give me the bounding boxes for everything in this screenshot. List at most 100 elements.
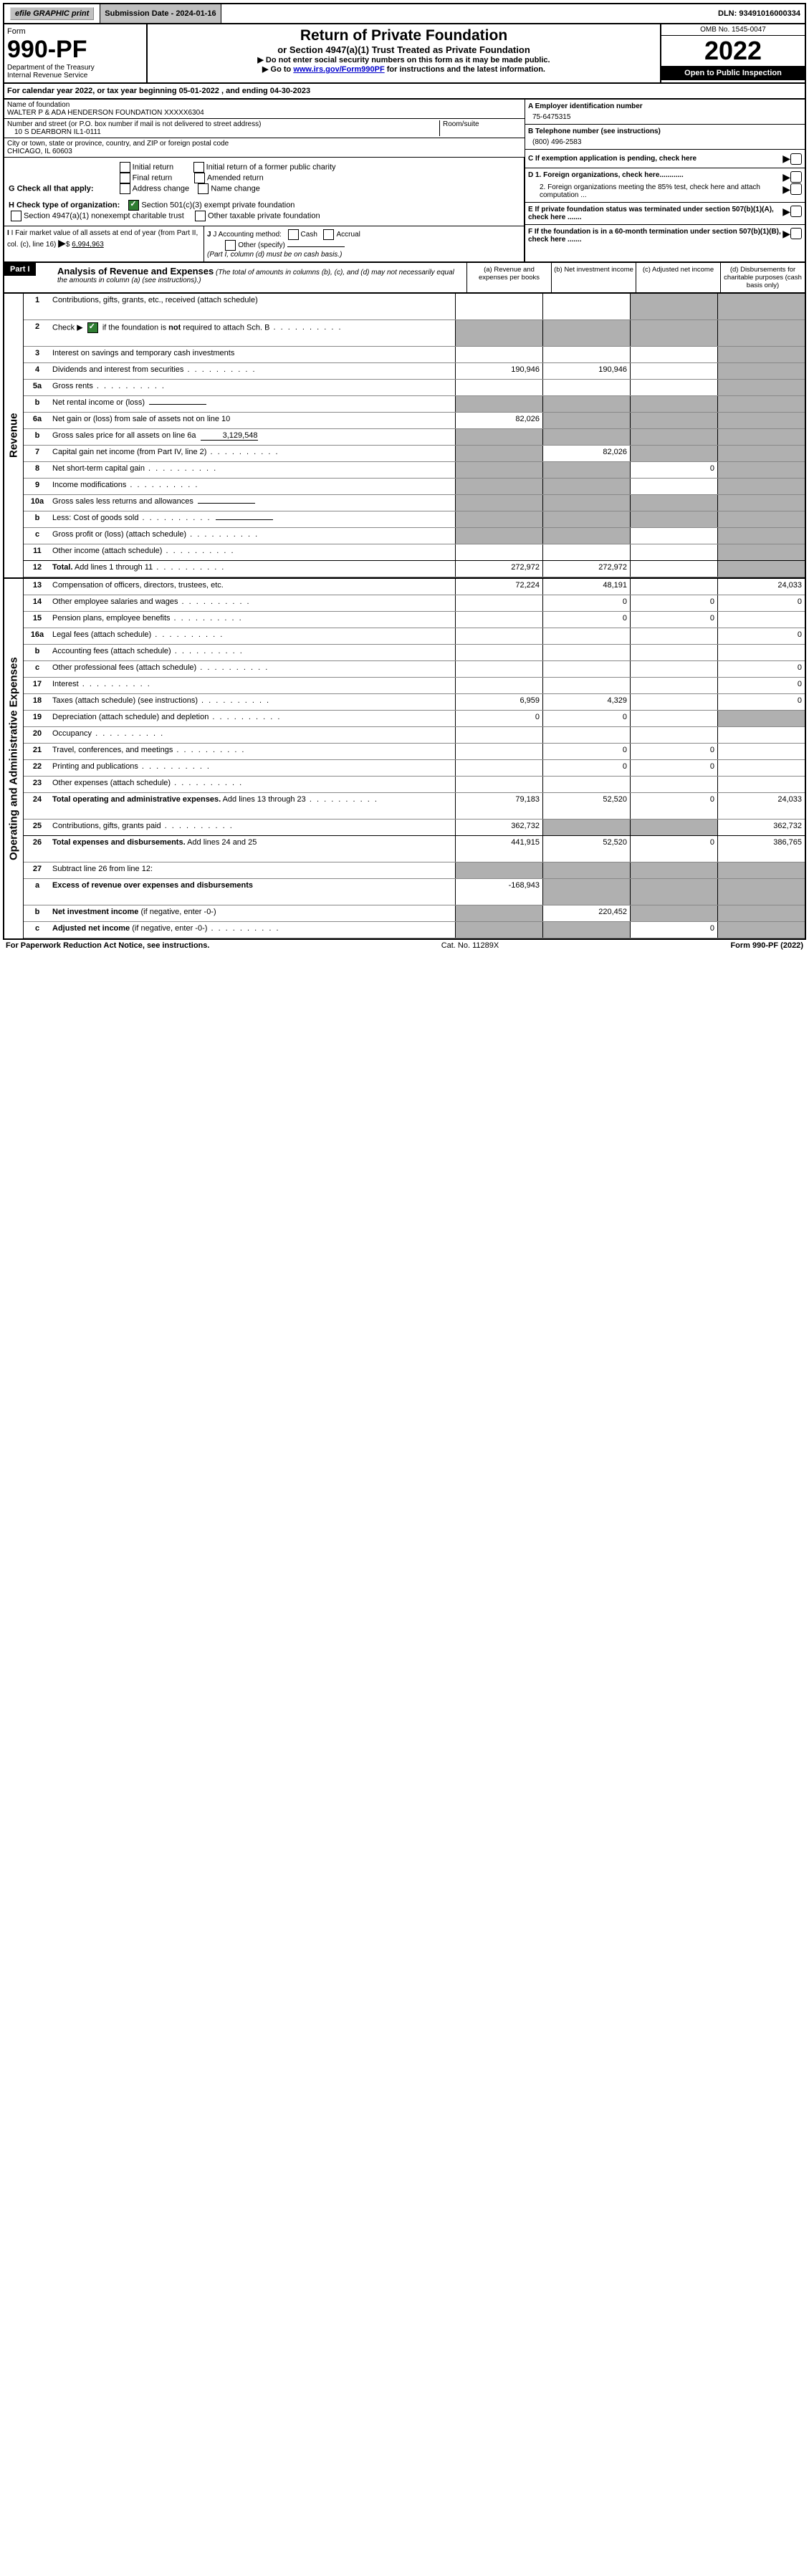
value-cell-c	[630, 905, 717, 921]
efile-cell: efile GRAPHIC print	[4, 4, 100, 23]
value-cell-a	[455, 645, 542, 660]
line-number: b	[24, 396, 51, 412]
value-cell-a	[455, 380, 542, 395]
foundation-name: WALTER P & ADA HENDERSON FOUNDATION XXXX…	[7, 109, 522, 117]
main-title: Return of Private Foundation	[150, 27, 657, 44]
initial-public-checkbox[interactable]	[193, 162, 204, 173]
line-label: Excess of revenue over expenses and disb…	[51, 879, 455, 905]
value-cell-a: 272,972	[455, 561, 542, 577]
line-number: 7	[24, 446, 51, 461]
name-change-checkbox[interactable]	[198, 183, 209, 194]
tax-year: 2022	[661, 36, 805, 66]
table-row: cAdjusted net income (if negative, enter…	[24, 922, 805, 938]
address: 10 S DEARBORN IL1-0111	[7, 128, 439, 136]
d2-checkbox[interactable]	[790, 183, 802, 195]
line-number: 6a	[24, 413, 51, 428]
line-label: Pension plans, employee benefits	[51, 612, 455, 628]
line-label: Compensation of officers, directors, tru…	[51, 579, 455, 595]
other-method-checkbox[interactable]	[225, 240, 236, 251]
value-cell-d	[717, 760, 805, 776]
value-cell-c: 0	[630, 922, 717, 938]
value-cell-b	[542, 544, 630, 560]
line-label: Gross profit or (loss) (attach schedule)	[51, 528, 455, 544]
efile-button[interactable]: efile GRAPHIC print	[10, 7, 94, 20]
value-cell-a	[455, 511, 542, 527]
f-checkbox[interactable]	[790, 228, 802, 239]
value-cell-b: 82,026	[542, 446, 630, 461]
other-taxable-checkbox[interactable]	[195, 211, 206, 221]
line-label: Taxes (attach schedule) (see instruction…	[51, 694, 455, 710]
amended-checkbox[interactable]	[194, 173, 205, 183]
value-cell-a	[455, 760, 542, 776]
value-cell-c	[630, 711, 717, 726]
value-cell-d	[717, 294, 805, 319]
value-cell-d: 0	[717, 678, 805, 693]
initial-return-checkbox[interactable]	[120, 162, 130, 173]
value-cell-d	[717, 645, 805, 660]
501c3-checkbox[interactable]	[128, 200, 139, 211]
line-number: 16a	[24, 628, 51, 644]
value-cell-d	[717, 446, 805, 461]
final-return-checkbox[interactable]	[120, 173, 130, 183]
phone: (800) 496-2583	[528, 135, 802, 146]
value-cell-b	[542, 294, 630, 319]
value-cell-c	[630, 294, 717, 319]
col-c-head: (c) Adjusted net income	[636, 263, 720, 292]
value-cell-a	[455, 862, 542, 878]
value-cell-b	[542, 495, 630, 511]
value-cell-d	[717, 905, 805, 921]
value-cell-c	[630, 544, 717, 560]
line-number: 2	[24, 320, 51, 346]
4947-checkbox[interactable]	[11, 211, 21, 221]
value-cell-b: 4,329	[542, 694, 630, 710]
f-cell: F If the foundation is in a 60-month ter…	[525, 225, 805, 246]
address-change-checkbox[interactable]	[120, 183, 130, 194]
sch-b-checkbox[interactable]	[87, 322, 98, 333]
line-number: 15	[24, 612, 51, 628]
line-label: Gross sales less returns and allowances	[51, 495, 455, 511]
d1-checkbox[interactable]	[790, 171, 802, 183]
line-label: Other professional fees (attach schedule…	[51, 661, 455, 677]
line-number: 18	[24, 694, 51, 710]
value-cell-a	[455, 479, 542, 494]
value-cell-a: 82,026	[455, 413, 542, 428]
c-checkbox[interactable]	[790, 153, 802, 165]
value-cell-a	[455, 528, 542, 544]
table-row: bAccounting fees (attach schedule)	[24, 645, 805, 661]
table-row: 17Interest0	[24, 678, 805, 694]
value-cell-a: 6,959	[455, 694, 542, 710]
line-label: Total operating and administrative expen…	[51, 793, 455, 819]
line-number: 19	[24, 711, 51, 726]
line-label: Contributions, gifts, grants, etc., rece…	[51, 294, 455, 319]
line-label: Interest	[51, 678, 455, 693]
value-cell-b	[542, 777, 630, 792]
value-cell-a	[455, 429, 542, 445]
e-checkbox[interactable]	[790, 206, 802, 217]
accrual-checkbox[interactable]	[323, 229, 334, 240]
line-number: b	[24, 645, 51, 660]
value-cell-c	[630, 678, 717, 693]
value-cell-a	[455, 462, 542, 478]
value-cell-c: 0	[630, 612, 717, 628]
irs-link[interactable]: www.irs.gov/Form990PF	[293, 65, 384, 74]
table-row: cGross profit or (loss) (attach schedule…	[24, 528, 805, 544]
value-cell-a	[455, 727, 542, 743]
h-row: H Check type of organization: Section 50…	[9, 200, 520, 221]
value-cell-d	[717, 711, 805, 726]
cash-checkbox[interactable]	[288, 229, 299, 240]
value-cell-d: 0	[717, 661, 805, 677]
analysis-title: Analysis of Revenue and Expenses (The to…	[54, 263, 466, 292]
value-cell-c	[630, 694, 717, 710]
revenue-table: Revenue 1Contributions, gifts, grants, e…	[3, 294, 806, 579]
table-row: bLess: Cost of goods sold	[24, 511, 805, 528]
line-label: Net short-term capital gain	[51, 462, 455, 478]
omb: OMB No. 1545-0047	[661, 24, 805, 36]
line-label: Adjusted net income (if negative, enter …	[51, 922, 455, 938]
col-a-head: (a) Revenue and expenses per books	[466, 263, 551, 292]
sub-title: or Section 4947(a)(1) Trust Treated as P…	[150, 44, 657, 55]
line-label: Total. Add lines 1 through 11	[51, 561, 455, 577]
table-row: bNet investment income (if negative, ent…	[24, 905, 805, 922]
value-cell-d	[717, 462, 805, 478]
table-row: 8Net short-term capital gain0	[24, 462, 805, 479]
value-cell-d: 386,765	[717, 836, 805, 862]
